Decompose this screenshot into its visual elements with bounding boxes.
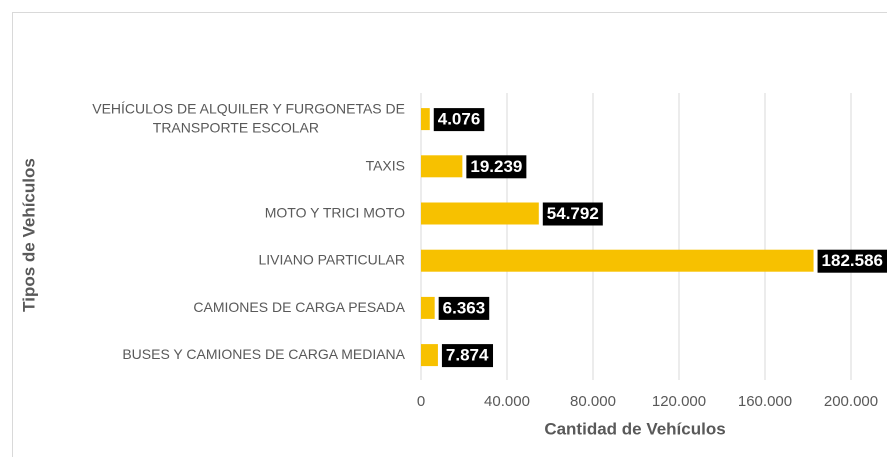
bar [421,108,430,131]
y-tick-label: TAXIS [366,157,405,173]
y-tick-label: BUSES Y CAMIONES DE CARGA MEDIANA [122,346,405,362]
y-tick-label: MOTO Y TRICI MOTO [265,204,405,220]
value-label-group: 19.239 [466,155,527,179]
value-label-group: 7.874 [441,344,494,368]
bar [421,344,438,367]
value-label-group: 54.792 [542,202,603,226]
value-label: 182.586 [822,251,883,270]
x-tick-label: 200.000 [824,393,878,410]
value-label-group: 182.586 [817,249,887,273]
x-tick-label: 80.000 [570,393,616,410]
value-label-bg [542,202,603,226]
value-label: 4.076 [438,110,481,129]
bar [421,249,814,272]
value-label: 7.874 [446,346,489,365]
y-tick-label: CAMIONES DE CARGA PESADA [193,299,405,315]
value-label-bg [433,108,485,132]
bar [421,296,435,319]
bar [421,202,539,225]
x-tick-label: 120.000 [652,393,706,410]
value-label-group: 4.076 [433,108,485,132]
x-tick-label: 40.000 [484,393,530,410]
x-tick-label: 160.000 [738,393,792,410]
value-label-group: 6.363 [438,296,490,320]
y-tick-label: LIVIANO PARTICULAR [258,251,405,267]
y-axis-title: Tipos de Vehículos [19,158,38,312]
chart-border [12,12,887,457]
x-axis-title: Cantidad de Vehículos [544,419,725,438]
value-label: 6.363 [443,298,486,317]
value-label-bg [441,344,494,368]
value-label-bg [438,296,490,320]
value-label-bg [817,249,887,273]
value-label-bg [466,155,527,179]
value-label: 19.239 [470,157,522,176]
y-tick-label: VEHÍCULOS DE ALQUILER Y FURGONETAS DE TRA… [92,100,405,135]
bar [421,155,463,178]
x-tick-label: 0 [417,393,425,410]
value-label: 54.792 [547,204,599,223]
